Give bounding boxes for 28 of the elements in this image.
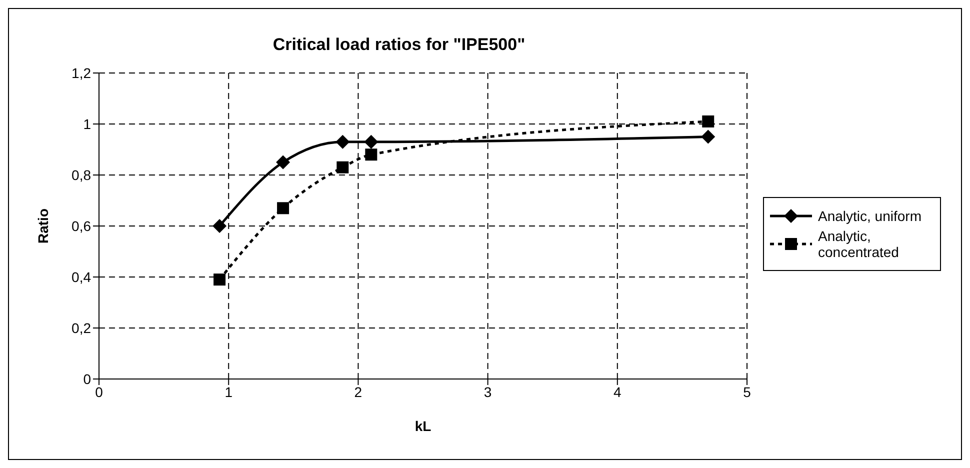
x-tick-label: 0 bbox=[95, 384, 104, 400]
y-tick-label: 0 bbox=[83, 370, 92, 387]
y-axis-title: Ratio bbox=[34, 208, 51, 244]
y-tick-label: 0,2 bbox=[72, 320, 92, 336]
legend-label: Analytic, concentrated bbox=[818, 228, 900, 260]
y-tick-label: 1,2 bbox=[72, 64, 92, 81]
chart-title: Critical load ratios for "IPE500" bbox=[272, 35, 526, 55]
x-tick-label: 4 bbox=[614, 384, 622, 400]
point bbox=[336, 161, 349, 174]
x-axis-title: kL bbox=[414, 418, 432, 434]
legend-label: Analytic, uniform bbox=[818, 208, 922, 224]
point bbox=[276, 155, 290, 170]
y-tick-label: 0,8 bbox=[72, 166, 92, 183]
y-tick-label: 0,6 bbox=[72, 218, 92, 234]
x-tick-label: 1 bbox=[224, 384, 233, 400]
point bbox=[214, 274, 226, 286]
y-tick-label: 0,4 bbox=[72, 268, 92, 285]
point bbox=[336, 134, 350, 149]
point bbox=[702, 115, 714, 128]
x-tick-label: 5 bbox=[743, 384, 752, 400]
point bbox=[701, 130, 716, 144]
y-tick-label: 1 bbox=[83, 116, 92, 132]
point bbox=[364, 134, 378, 149]
point bbox=[212, 219, 227, 233]
x-tick-label: 3 bbox=[484, 384, 492, 400]
x-tick-label: 2 bbox=[354, 384, 362, 400]
point bbox=[277, 202, 290, 214]
point bbox=[365, 148, 378, 161]
